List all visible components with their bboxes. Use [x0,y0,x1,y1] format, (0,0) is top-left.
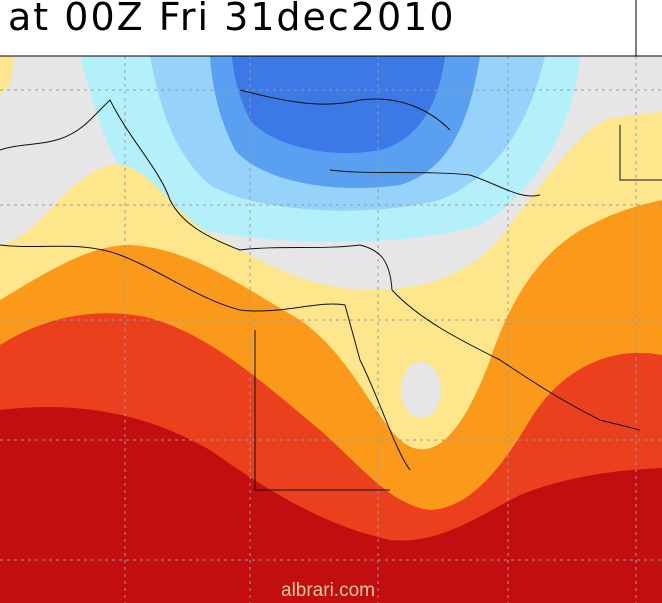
band-darkblue [232,56,445,154]
border [619,125,662,181]
coastline [329,169,541,197]
coastlines [0,89,662,491]
band-darkred [0,406,662,603]
coastline [0,99,393,291]
coastline [0,244,411,471]
grid [0,56,662,603]
border [254,330,390,491]
coastline [239,89,451,131]
watermark: albrari.com [281,580,375,601]
band-gray-blob [401,362,441,418]
coastline [391,289,641,431]
map-title: at 00Z Fri 31dec2010 [8,0,456,39]
map-area [0,56,662,603]
band-yellow-corner [0,56,14,95]
